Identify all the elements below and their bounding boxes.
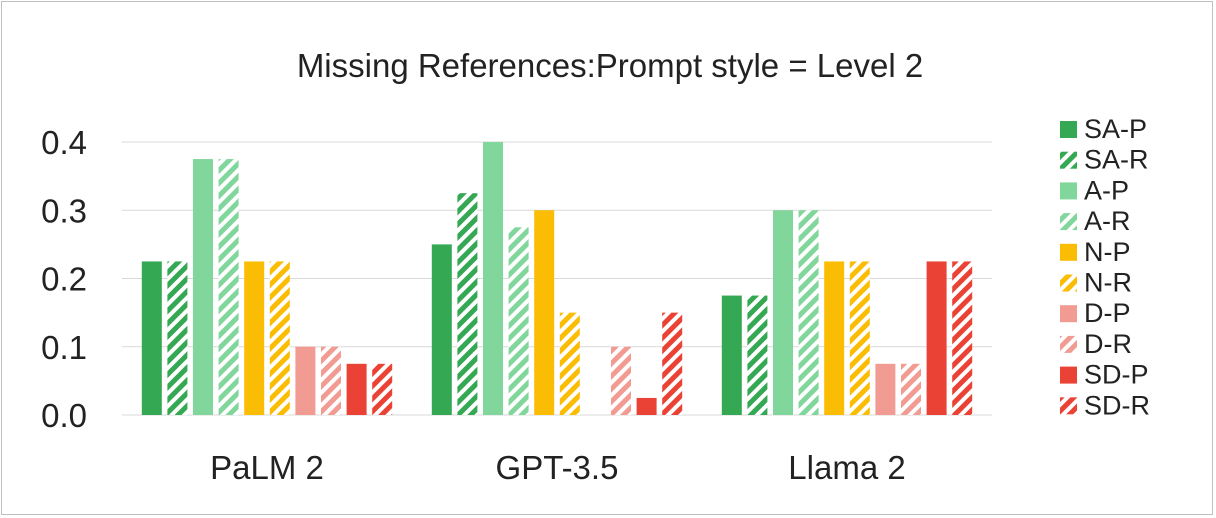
bar-a-r-llama-2 — [798, 210, 819, 415]
bar-a-r-gpt-3-5 — [508, 227, 529, 415]
bar-n-r-gpt-3-5 — [559, 312, 580, 415]
y-tick-label: 0.4 — [41, 124, 87, 161]
x-category-label: Llama 2 — [788, 449, 905, 486]
x-category-label: GPT-3.5 — [496, 449, 619, 486]
bar-a-p-llama-2 — [773, 210, 793, 415]
legend-swatch — [1060, 397, 1077, 415]
bar-sd-p-palm-2 — [346, 363, 367, 415]
bar-sa-p-palm-2 — [141, 261, 162, 415]
legend-label: A-R — [1084, 206, 1131, 236]
legend-swatch — [1060, 213, 1077, 231]
bar-sa-r-llama-2 — [747, 295, 768, 415]
bar-sd-r-llama-2 — [952, 261, 973, 415]
bar-sa-p-gpt-3-5 — [431, 244, 452, 415]
bar-a-p-gpt-3-5 — [483, 142, 503, 415]
bar-d-r-palm-2 — [321, 346, 341, 415]
y-axis-ticks: 0.0 0.1 0.2 0.3 0.4 — [41, 124, 87, 434]
bars — [141, 142, 973, 415]
legend-swatch — [1060, 243, 1077, 261]
bar-sa-r-gpt-3-5 — [457, 193, 478, 415]
legend-swatch — [1060, 121, 1077, 138]
bar-d-r-llama-2 — [901, 363, 921, 415]
y-tick-label: 0.1 — [41, 329, 87, 366]
bar-sa-r-palm-2 — [167, 261, 188, 415]
x-axis-categories: PaLM 2 GPT-3.5 Llama 2 — [210, 449, 906, 486]
bar-d-r-gpt-3-5 — [611, 346, 631, 415]
bar-sd-p-llama-2 — [926, 261, 947, 415]
bar-n-r-palm-2 — [269, 261, 290, 415]
legend-label: SD-P — [1084, 360, 1149, 390]
legend-swatch — [1060, 335, 1077, 353]
gridlines — [122, 141, 992, 416]
bar-sa-p-llama-2 — [721, 295, 742, 415]
legend-label: A-P — [1084, 175, 1129, 205]
chart-title: Missing References:Prompt style = Level … — [297, 47, 923, 84]
legend-swatch — [1060, 274, 1077, 292]
bar-n-p-palm-2 — [244, 261, 265, 415]
bar-sd-r-palm-2 — [372, 363, 393, 415]
bar-sd-p-gpt-3-5 — [636, 397, 657, 415]
x-category-label: PaLM 2 — [210, 449, 324, 486]
legend-swatch — [1060, 305, 1077, 323]
legend-label: N-R — [1084, 268, 1132, 298]
bar-sd-r-gpt-3-5 — [662, 312, 683, 415]
bar-d-p-llama-2 — [875, 363, 896, 415]
legend: SA-PSA-RA-PA-RN-PN-RD-PD-RSD-PSD-R — [1060, 114, 1150, 420]
bar-n-p-llama-2 — [824, 261, 845, 415]
bar-n-p-gpt-3-5 — [534, 210, 555, 415]
legend-label: D-R — [1084, 329, 1132, 359]
legend-swatch — [1060, 366, 1077, 384]
legend-swatch — [1060, 182, 1077, 200]
legend-label: SA-P — [1084, 114, 1147, 144]
legend-label: N-P — [1084, 237, 1131, 267]
legend-label: SA-R — [1084, 145, 1149, 175]
bar-a-p-palm-2 — [193, 159, 213, 415]
bar-a-r-palm-2 — [218, 159, 239, 415]
y-tick-label: 0.3 — [41, 192, 87, 229]
y-tick-label: 0.2 — [41, 261, 87, 298]
legend-label: D-P — [1084, 298, 1131, 328]
legend-label: SD-R — [1084, 390, 1150, 420]
legend-swatch — [1060, 151, 1077, 169]
y-tick-label: 0.0 — [41, 397, 87, 434]
bar-n-r-llama-2 — [849, 261, 870, 415]
bar-d-p-palm-2 — [295, 346, 316, 415]
